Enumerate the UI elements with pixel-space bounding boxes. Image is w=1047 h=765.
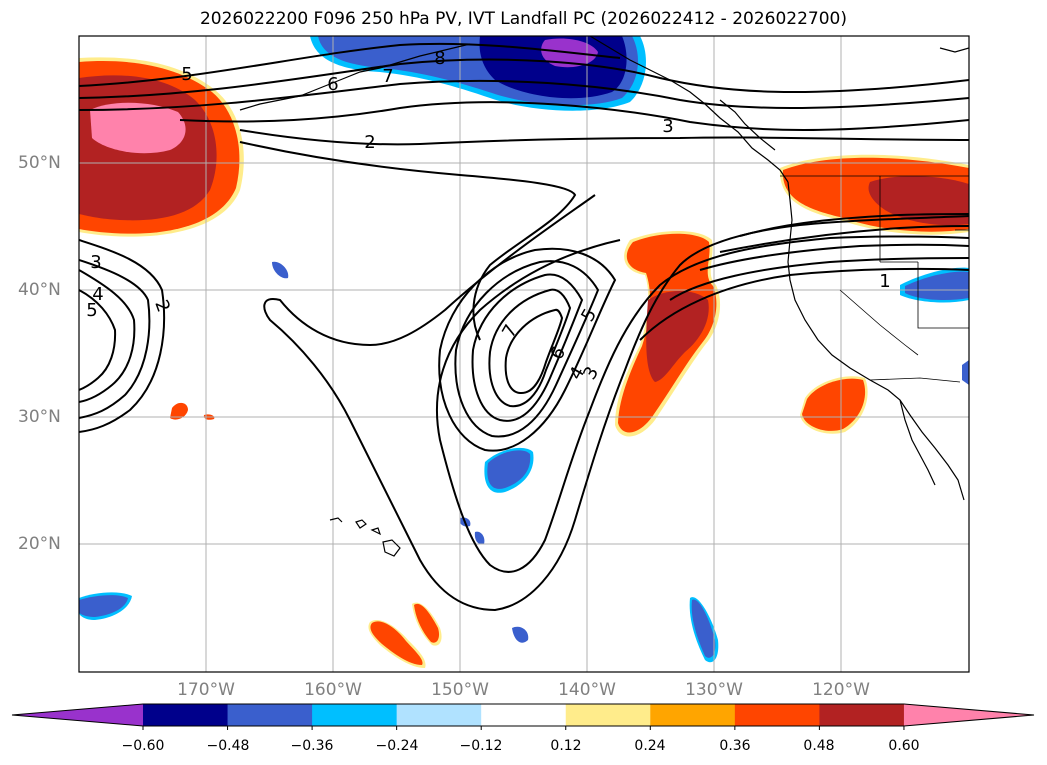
- coastlines: [239, 36, 969, 557]
- colorbar-tick: −0.24: [375, 738, 419, 754]
- colorbar-extend-max: [903, 704, 1034, 726]
- colorbar: [11, 703, 1035, 730]
- colorbar-segment: [396, 704, 482, 726]
- lat-label-40n: 40°N: [18, 280, 61, 300]
- lat-label-20n: 20°N: [18, 534, 61, 554]
- colorbar-segment: [734, 704, 820, 726]
- contour-label-2: 2: [150, 297, 174, 315]
- colorbar-tick: 0.36: [719, 738, 751, 754]
- colorbar-segment: [227, 704, 313, 726]
- contour-label-7: 7: [498, 321, 522, 341]
- colorbar-tick: −0.60: [121, 738, 165, 754]
- colorbar-tick: −0.48: [206, 738, 250, 754]
- contour-label-6: 6: [327, 74, 338, 95]
- lon-label-140w: 140°W: [558, 680, 616, 700]
- ivt-negative-blobs: [79, 261, 969, 663]
- ivt-positive-nw: [79, 57, 244, 237]
- ivt-positive-central: [615, 231, 721, 437]
- lon-label-120w: 120°W: [812, 680, 870, 700]
- ivt-positive-baja: [800, 376, 868, 434]
- map-title: 2026022200 F096 250 hPa PV, IVT Landfall…: [199, 9, 847, 29]
- lat-label-30n: 30°N: [18, 407, 61, 427]
- contour-label-5: 5: [577, 305, 601, 325]
- colorbar-tick: −0.36: [290, 738, 334, 754]
- colorbar-tick: 0.12: [550, 738, 582, 754]
- contour-label-5: 5: [86, 300, 97, 321]
- colorbar-extend-min: [12, 704, 143, 726]
- map-frame: [78, 35, 970, 673]
- colorbar-segment: [565, 704, 651, 726]
- contour-label-1: 1: [879, 271, 890, 292]
- colorbar-segment: [481, 704, 567, 726]
- colorbar-segment: [312, 704, 398, 726]
- lon-label-160w: 160°W: [304, 680, 362, 700]
- contour-label-7: 7: [382, 66, 393, 87]
- contour-label-3: 3: [662, 116, 673, 137]
- pv-contours: [79, 42, 969, 612]
- colorbar-segment: [819, 704, 905, 726]
- colorbar-tick: 0.48: [803, 738, 835, 754]
- colorbar-tick: 0.24: [634, 738, 666, 754]
- colorbar-segment: [143, 704, 229, 726]
- lon-label-130w: 130°W: [685, 680, 743, 700]
- contour-label-5: 5: [181, 64, 192, 85]
- colorbar-tick: 0.60: [888, 738, 920, 754]
- lon-label-170w: 170°W: [177, 680, 235, 700]
- ivt-positive-south-blobs: [170, 402, 442, 668]
- ivt-negative-north: [310, 36, 646, 111]
- lon-label-150w: 150°W: [431, 680, 489, 700]
- contour-label-3: 3: [90, 252, 101, 273]
- lat-label-50n: 50°N: [18, 153, 61, 173]
- contour-label-2: 2: [364, 132, 375, 153]
- contour-label-8: 8: [434, 48, 445, 69]
- colorbar-tick: −0.12: [459, 738, 503, 754]
- contour-label-4: 4: [92, 284, 103, 305]
- colorbar-segment: [650, 704, 736, 726]
